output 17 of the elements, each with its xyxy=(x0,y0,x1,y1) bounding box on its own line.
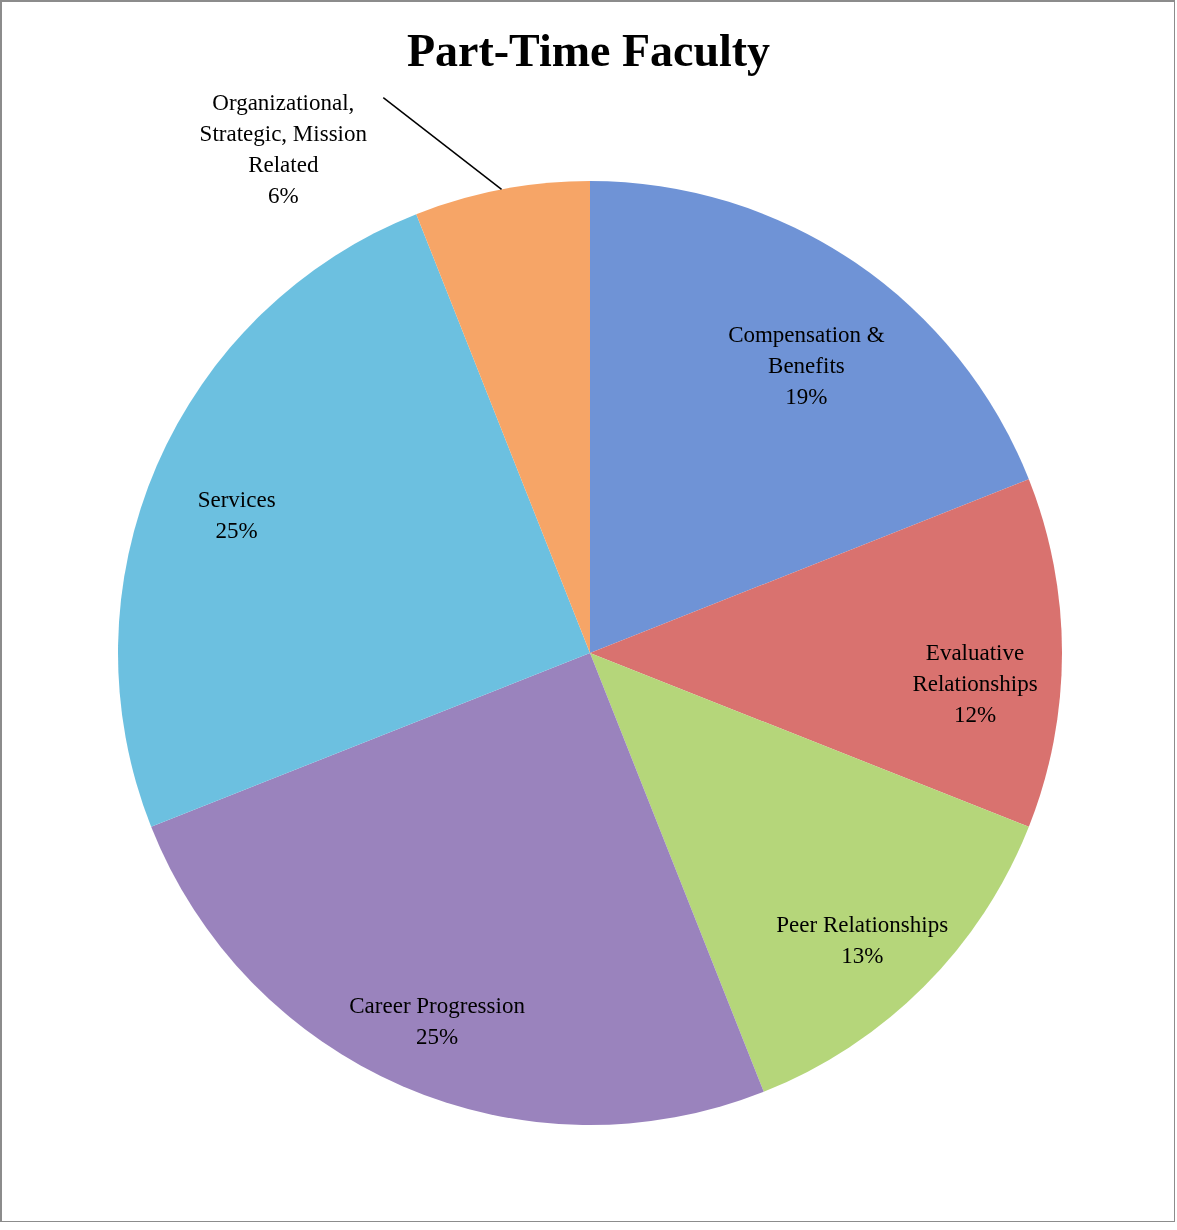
slice-label: Evaluative Relationships xyxy=(912,640,1038,696)
slice-label: Peer Relationships xyxy=(776,912,949,938)
slice-label: Organizational, Strategic, Mission Related xyxy=(199,89,368,177)
pie-slice xyxy=(416,181,590,653)
data-label: 25% xyxy=(416,1024,459,1050)
data-label: 13% xyxy=(841,943,884,969)
data-label: 12% xyxy=(953,702,997,727)
slice-label: Compensation & Benefits xyxy=(728,321,885,378)
chart-title: Part-Time Faculty xyxy=(406,25,771,76)
slice-label: Services xyxy=(197,487,276,513)
data-label: 25% xyxy=(215,518,258,544)
slice-label: Career Progression xyxy=(349,993,526,1019)
data-label: 19% xyxy=(785,383,828,409)
pie-slice xyxy=(118,214,590,827)
pie-slice xyxy=(151,653,764,1125)
data-label: 6% xyxy=(267,182,299,208)
pie-slice xyxy=(590,479,1062,827)
